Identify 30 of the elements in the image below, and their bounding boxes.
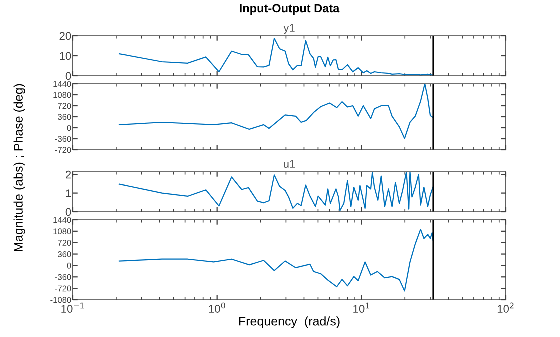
y-tick-label: -360: [55, 136, 72, 142]
x-tick-label: 10$^{2}$: [498, 302, 514, 313]
y-tick-label: 1080: [54, 92, 72, 98]
y-axis-title: Magnitude (abs) ; Phase (deg): [14, 84, 26, 252]
y-tick-label: 0: [66, 72, 72, 80]
chart-title: Input-Output Data: [240, 4, 340, 16]
chart-subtitle: y1: [284, 24, 295, 34]
x-tick-label: 10$^{−1}$: [62, 302, 84, 313]
y-tick-label: 0: [67, 262, 72, 269]
y-tick-label: 20: [60, 32, 72, 40]
y-tick-label: 0: [66, 208, 72, 216]
y-tick-label: 720: [58, 240, 72, 246]
y-tick-label: 720: [58, 103, 72, 110]
y-tick-label: 360: [58, 251, 72, 258]
y-tick-label: -360: [55, 274, 72, 280]
x-tick-label: 10$^{0}$: [209, 302, 226, 313]
y-tick-label: 360: [58, 114, 72, 120]
y-tick-label: 1080: [54, 228, 72, 235]
x-axis-title: Frequency (rad/s): [239, 316, 340, 328]
chart-title: u1: [284, 160, 296, 168]
y-tick-label: 1440: [54, 81, 72, 88]
y-tick-label: 10: [60, 52, 72, 60]
y-tick-label: 2: [66, 170, 72, 179]
y-tick-label: -720: [55, 286, 72, 292]
y-tick-label: 1440: [54, 217, 72, 224]
y-tick-label: 1: [66, 190, 72, 198]
x-tick-label: 10$^{1}$: [354, 302, 370, 313]
y-tick-label: -720: [55, 147, 72, 154]
y-tick-label: 0: [67, 125, 72, 132]
y-tick-label: -1080: [50, 297, 72, 304]
